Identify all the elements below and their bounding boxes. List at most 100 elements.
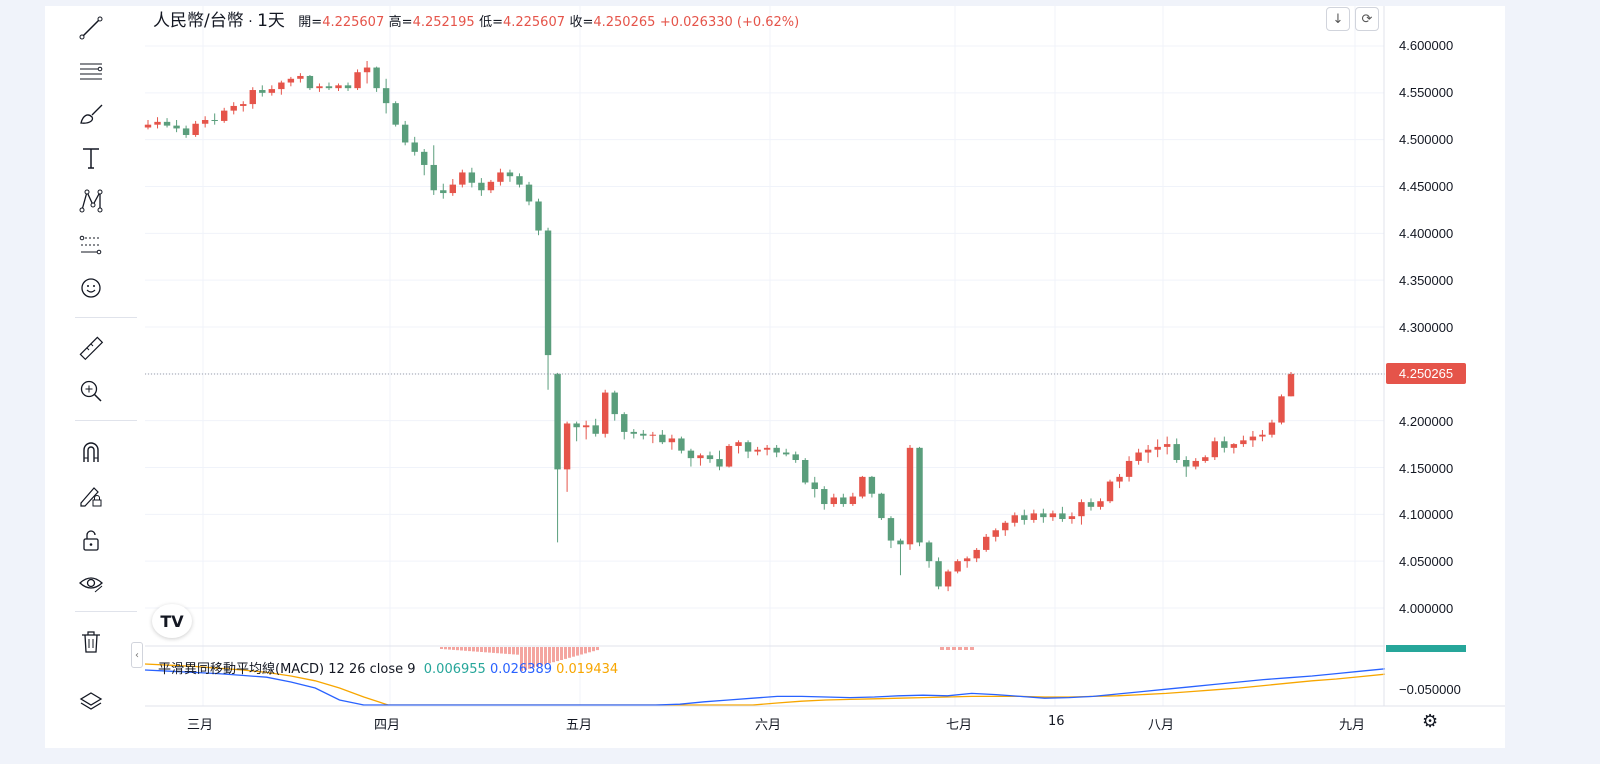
candle-body [1087, 502, 1095, 507]
candle-body [211, 119, 218, 121]
candle-body [649, 434, 657, 436]
trend-line-icon[interactable] [75, 12, 107, 44]
candle-body [297, 75, 304, 79]
chevron-left-icon: ‹ [135, 649, 139, 661]
macd-histogram-bar [520, 647, 523, 671]
symbol-name[interactable]: 人民幣/台幣 [153, 11, 244, 31]
unlock-icon[interactable] [75, 524, 107, 556]
candle-body [1097, 501, 1104, 507]
candle-body [1268, 422, 1276, 435]
price-axis[interactable]: 4.600000 4.550000 4.500000 4.450000 4.40… [1385, 0, 1505, 742]
candle-body [230, 105, 237, 111]
high-label: 高= [388, 15, 413, 30]
emoji-icon[interactable] [75, 272, 107, 304]
interval-label[interactable]: 1天 [257, 11, 285, 31]
candle-body [192, 123, 199, 135]
macd-histogram-bar [512, 647, 515, 655]
macd-histogram-bar [456, 647, 459, 651]
last-price-tag: 4.250265 [1386, 363, 1466, 384]
price-tick: 4.100000 [1399, 507, 1454, 522]
candle-body [592, 425, 599, 434]
candle-body [1211, 441, 1218, 458]
layers-icon[interactable] [75, 686, 107, 718]
time-tick: 五月 [566, 718, 593, 733]
macd-histogram-bar [484, 647, 487, 653]
price-tick: 4.200000 [1399, 414, 1454, 429]
candle-body [506, 172, 514, 177]
macd-value-tag [1386, 645, 1466, 652]
candle-body [173, 125, 180, 129]
candle-body [1049, 513, 1057, 518]
refresh-button[interactable]: ⟳ [1355, 7, 1379, 31]
pattern-icon[interactable] [75, 185, 107, 217]
horizontal-lines-icon[interactable] [75, 55, 107, 87]
scroll-down-button[interactable]: ↓ [1326, 7, 1350, 31]
macd-histogram-bar [544, 647, 547, 665]
candle-body [821, 489, 828, 505]
chart-frame [45, 6, 1505, 748]
time-tick: 七月 [946, 718, 973, 733]
candle-body [659, 434, 666, 443]
text-icon[interactable] [75, 142, 107, 174]
candle-body [325, 86, 333, 89]
macd-histogram-bar [588, 647, 591, 653]
candle-body [573, 423, 580, 428]
candle-body [735, 442, 742, 446]
macd-histogram-bar [584, 647, 587, 654]
ruler-icon[interactable] [75, 332, 107, 364]
candle-body [306, 75, 314, 89]
candle-body [221, 110, 228, 121]
open-label: 開= [298, 15, 323, 30]
macd-histogram-bar [568, 647, 571, 658]
candle-body [706, 455, 714, 460]
candle-body [154, 121, 161, 125]
zoom-in-icon[interactable] [75, 375, 107, 407]
macd-histogram-bar [580, 647, 583, 655]
candle-body [1259, 434, 1266, 437]
candle-body [802, 460, 809, 483]
high-value: 4.252195 [412, 15, 475, 30]
change-value: +0.026330 (+0.62%) [659, 15, 800, 30]
candle-body [840, 497, 847, 505]
gear-icon[interactable]: ⚙ [1422, 711, 1439, 732]
candle-body [287, 78, 295, 83]
toolbar-separator [75, 317, 137, 318]
low-label: 低= [479, 15, 503, 30]
candle-body [725, 445, 733, 467]
macd-histogram-bar [444, 647, 447, 650]
eye-icon[interactable] [75, 567, 107, 599]
candle-body [440, 190, 447, 194]
tradingview-logo[interactable]: TV [152, 604, 192, 638]
macd-legend[interactable]: 平滑異同移動平均線(MACD) 12 26 close 9 0.006955 0… [158, 658, 618, 677]
lock-drawing-icon[interactable] [75, 480, 107, 512]
candle-body [401, 124, 409, 143]
candle-body [1240, 440, 1247, 445]
macd-signal-value: 0.019434 [556, 662, 619, 677]
price-tick: 4.400000 [1399, 226, 1454, 241]
candle-body [859, 476, 866, 497]
candle-body [763, 447, 771, 450]
candle-body [535, 201, 542, 231]
candle-body [1230, 444, 1238, 448]
forecast-icon[interactable] [75, 229, 107, 261]
candle-body [1221, 441, 1228, 448]
price-tick: 4.600000 [1399, 38, 1454, 53]
collapse-toolbar-button[interactable]: ‹ [131, 642, 143, 668]
candle-body [916, 447, 923, 543]
time-tick: 16 [1048, 714, 1065, 729]
candle-body [497, 172, 504, 182]
candle-body [849, 496, 857, 505]
macd-histogram-bar [440, 647, 443, 649]
macd-histogram-bar [460, 647, 463, 651]
candle-body [983, 536, 990, 550]
price-tick: 4.300000 [1399, 320, 1454, 335]
magnet-icon[interactable] [75, 436, 107, 468]
brush-icon[interactable] [75, 98, 107, 130]
candle-body [1173, 444, 1180, 461]
candle-body [668, 438, 676, 443]
macd-histogram-bar [592, 647, 595, 652]
candle-body [182, 128, 190, 135]
macd-histogram-bar [468, 647, 471, 652]
trash-icon[interactable] [75, 626, 107, 658]
